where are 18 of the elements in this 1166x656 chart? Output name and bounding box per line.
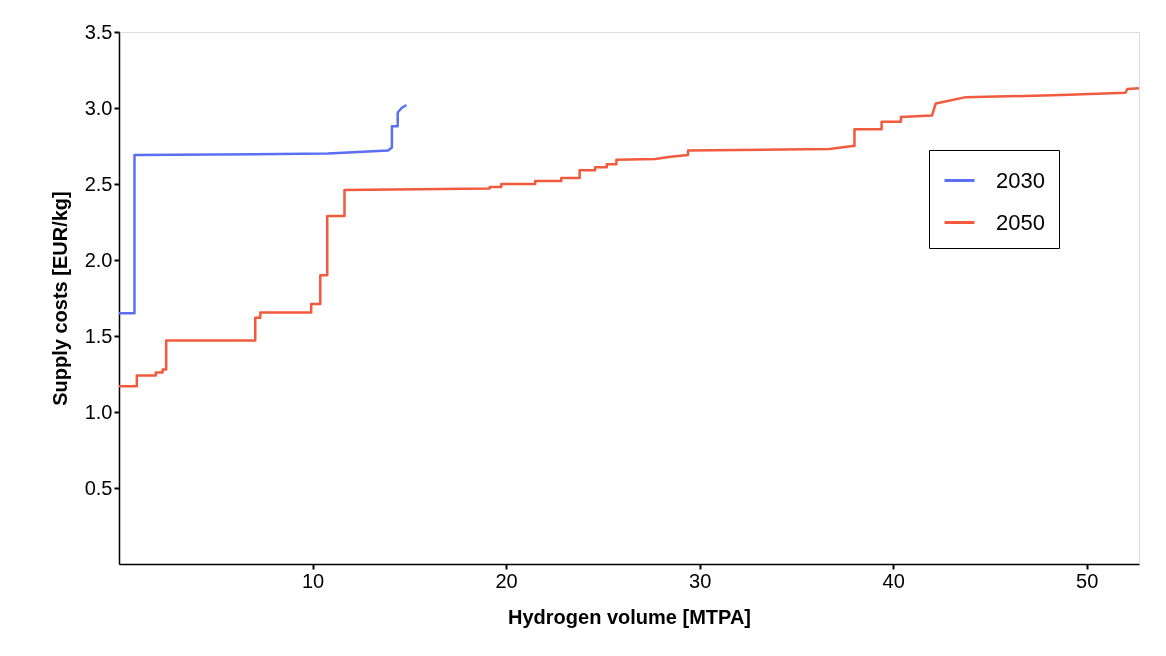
- y-tick-label: 1.0: [84, 400, 113, 423]
- legend-label: 2050: [996, 209, 1045, 235]
- legend-label: 2030: [996, 167, 1045, 193]
- y-tick-label: 2.5: [84, 172, 113, 195]
- x-tick-label: 50: [1076, 569, 1099, 592]
- y-tick-label: 2.0: [84, 248, 113, 271]
- y-tick-label: 3.5: [84, 20, 113, 43]
- x-tick-label: 30: [689, 569, 712, 592]
- x-tick-label: 10: [301, 569, 325, 592]
- line-series: [117, 86, 1141, 388]
- x-axis-title: Hydrogen volume [MTPA]: [508, 605, 751, 628]
- y-tick-label: 0.5: [84, 476, 113, 499]
- y-axis-title: Supply costs [EUR/kg]: [48, 191, 71, 406]
- y-tick-label: 1.5: [84, 324, 113, 347]
- x-tick-label: 40: [882, 569, 905, 592]
- line-series: [117, 103, 408, 315]
- x-tick-label: 20: [495, 569, 518, 592]
- y-tick-label: 3.0: [84, 96, 113, 119]
